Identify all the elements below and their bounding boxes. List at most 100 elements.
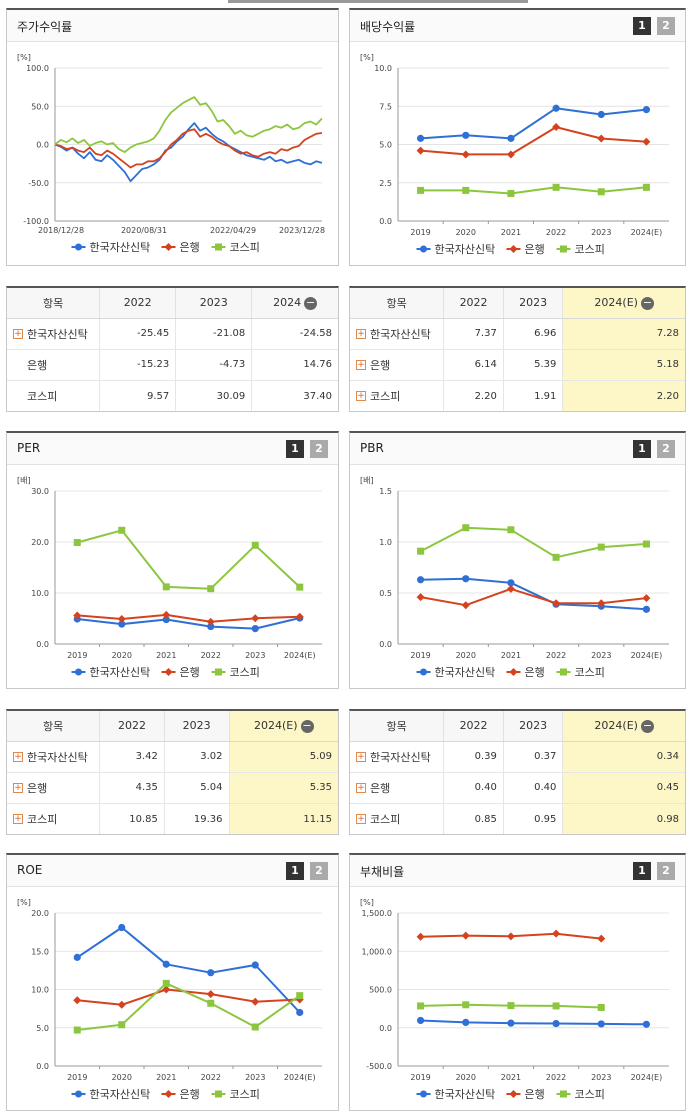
legend-item-1[interactable]: 은행 — [161, 666, 200, 679]
legend-item-1[interactable]: 은행 — [506, 1088, 545, 1101]
data-point[interactable] — [251, 997, 260, 1006]
expand-icon[interactable]: + — [13, 814, 23, 825]
legend-item-0[interactable]: 한국자산신탁 — [416, 243, 496, 256]
data-point[interactable] — [506, 932, 515, 941]
legend-item-1[interactable]: 은행 — [506, 243, 545, 256]
data-point[interactable] — [597, 110, 605, 119]
legend-item-2[interactable]: 코스피 — [556, 243, 605, 256]
data-point[interactable] — [462, 1018, 470, 1026]
expand-icon[interactable]: + — [356, 328, 366, 339]
data-point[interactable] — [597, 134, 606, 143]
legend-item-2[interactable]: 코스피 — [211, 666, 260, 679]
expand-icon[interactable]: + — [13, 328, 23, 339]
legend-item-0[interactable]: 한국자산신탁 — [71, 241, 151, 254]
data-point[interactable] — [552, 1019, 560, 1028]
data-point[interactable] — [251, 614, 260, 623]
data-point[interactable] — [461, 150, 470, 159]
page-button-1[interactable]: 1 — [633, 440, 651, 458]
data-point[interactable] — [295, 612, 304, 621]
data-point[interactable] — [118, 526, 126, 534]
page-button-1[interactable]: 1 — [286, 862, 304, 880]
collapse-icon[interactable]: − — [640, 718, 654, 733]
data-point[interactable] — [251, 961, 259, 969]
data-point[interactable] — [206, 990, 215, 999]
data-point[interactable] — [507, 134, 515, 142]
data-point[interactable] — [507, 1019, 515, 1027]
data-point[interactable] — [251, 1023, 259, 1031]
data-point[interactable] — [642, 605, 651, 613]
expand-icon[interactable]: + — [356, 782, 366, 793]
data-point[interactable] — [597, 934, 606, 943]
data-point[interactable] — [597, 599, 606, 608]
collapse-icon[interactable]: − — [300, 718, 314, 733]
data-point[interactable] — [73, 953, 81, 961]
page-button-2[interactable]: 2 — [657, 440, 675, 458]
data-point[interactable] — [416, 593, 425, 602]
data-point[interactable] — [552, 599, 561, 608]
data-point[interactable] — [73, 996, 82, 1005]
data-point[interactable] — [461, 601, 470, 610]
data-point[interactable] — [73, 1026, 81, 1034]
data-point[interactable] — [507, 189, 515, 197]
data-point[interactable] — [296, 583, 304, 591]
data-point[interactable] — [642, 1020, 651, 1028]
data-point[interactable] — [462, 186, 470, 194]
data-point[interactable] — [462, 131, 470, 139]
legend-item-1[interactable]: 은행 — [161, 1088, 200, 1101]
data-point[interactable] — [162, 610, 171, 619]
data-point[interactable] — [462, 575, 470, 583]
page-button-2[interactable]: 2 — [310, 862, 328, 880]
data-point[interactable] — [507, 1002, 515, 1010]
expand-icon[interactable]: + — [356, 359, 366, 370]
data-point[interactable] — [416, 146, 425, 155]
page-button-1[interactable]: 1 — [633, 862, 651, 880]
expand-icon[interactable]: + — [13, 782, 23, 793]
data-point[interactable] — [642, 594, 651, 603]
data-point[interactable] — [597, 188, 605, 196]
legend-item-0[interactable]: 한국자산신탁 — [416, 666, 496, 679]
data-point[interactable] — [552, 929, 561, 938]
data-point[interactable] — [597, 1003, 605, 1011]
data-point[interactable] — [597, 1020, 605, 1028]
data-point[interactable] — [552, 183, 560, 191]
data-point[interactable] — [461, 931, 470, 940]
data-point[interactable] — [462, 1001, 470, 1009]
legend-item-0[interactable]: 한국자산신탁 — [416, 1088, 496, 1101]
data-point[interactable] — [162, 985, 171, 994]
collapse-icon[interactable]: − — [304, 295, 318, 310]
page-button-2[interactable]: 2 — [657, 17, 675, 35]
data-point[interactable] — [417, 1002, 425, 1010]
data-point[interactable] — [417, 186, 425, 194]
data-point[interactable] — [206, 617, 215, 626]
data-point[interactable] — [642, 183, 650, 191]
data-point[interactable] — [552, 553, 560, 561]
data-point[interactable] — [507, 526, 515, 534]
data-point[interactable] — [552, 104, 560, 112]
data-point[interactable] — [462, 524, 470, 532]
page-button-1[interactable]: 1 — [286, 440, 304, 458]
data-point[interactable] — [251, 624, 259, 633]
data-point[interactable] — [416, 134, 425, 142]
legend-item-2[interactable]: 코스피 — [556, 666, 605, 679]
page-button-1[interactable]: 1 — [633, 17, 651, 35]
data-point[interactable] — [416, 1016, 425, 1025]
data-point[interactable] — [73, 539, 81, 547]
data-point[interactable] — [162, 979, 170, 987]
data-point[interactable] — [207, 999, 215, 1007]
data-point[interactable] — [506, 150, 515, 159]
data-point[interactable] — [207, 585, 215, 593]
data-point[interactable] — [506, 584, 515, 593]
data-point[interactable] — [162, 583, 170, 591]
data-point[interactable] — [117, 615, 126, 624]
data-point[interactable] — [642, 137, 651, 146]
expand-icon[interactable]: + — [356, 391, 366, 402]
data-point[interactable] — [642, 106, 651, 114]
data-point[interactable] — [416, 932, 425, 941]
expand-icon[interactable]: + — [356, 814, 366, 825]
legend-item-0[interactable]: 한국자산신탁 — [71, 666, 151, 679]
page-button-2[interactable]: 2 — [657, 862, 675, 880]
data-point[interactable] — [507, 579, 515, 587]
collapse-icon[interactable]: − — [640, 295, 654, 310]
data-point[interactable] — [597, 543, 605, 551]
data-point[interactable] — [251, 541, 259, 549]
